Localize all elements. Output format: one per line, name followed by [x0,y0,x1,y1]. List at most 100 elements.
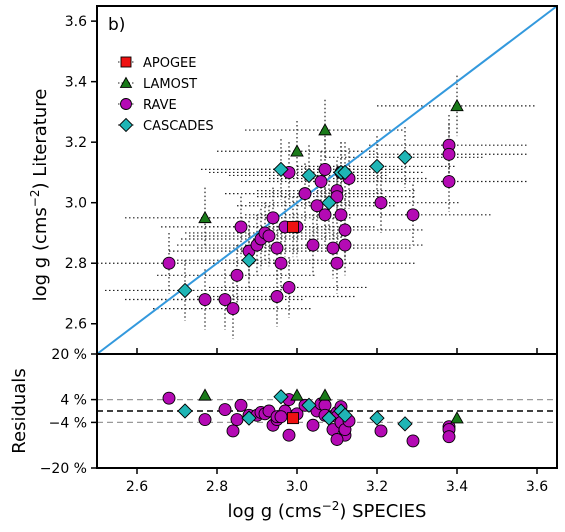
cascades-point [397,149,413,165]
rave-point [310,199,324,213]
lamost-point [198,210,212,224]
rave-point [270,290,284,303]
rave-residual-point [282,428,296,442]
lamost-residual-point [318,388,332,401]
lamost-point [318,123,332,136]
legend-label-cascades: CASCADES [143,119,214,134]
cascades-residual-point [337,407,353,423]
axis-ticks: 2.6 2.8 3.0 3.2 3.4 3.6 2.6 2.8 3.0 3.2 3.4 3.6 20 %… [40,14,549,495]
y-axis-title-bottom: Residuals [9,368,30,453]
y-tick-label-top: 3.0 [65,196,87,212]
lamost-point [450,98,464,112]
x-axis-title-main: log g (cms [228,501,322,522]
cascades-point [321,195,337,211]
x-tick-label: 3.0 [286,479,308,495]
x-axis-title-tail: ) SPECIES [339,501,426,522]
lamost-residual-point [198,388,212,401]
legend-label-lamost: LAMOST [143,77,197,92]
bottom-panel-frame [96,353,558,469]
legend-marker-lamost [119,76,133,88]
rave-point [306,238,320,252]
cascades-point [369,158,385,175]
y-tick-label-bottom: 4 % [60,393,87,409]
rave-residual-point [218,403,232,417]
cascades-residual-point [273,389,289,405]
rave-point [266,211,280,225]
x-axis-title-exp: −2 [322,499,340,513]
y-tick-label-bottom: 20 % [51,347,87,363]
rave-point [318,162,332,176]
rave-point [230,268,244,282]
x-axis-title: log g (cms−2) SPECIES [228,499,427,522]
cascades-point [301,167,317,184]
apogee-point [287,220,299,233]
rave-residual-point [234,398,248,412]
y-tick-label-bottom: −20 % [40,461,87,477]
bottom-markers [162,388,464,448]
lamost-residual-point [450,411,464,424]
rave-point [234,220,248,234]
rave-point [338,238,352,252]
rave-point [270,241,284,255]
y-axis-title-top: log g (cms−2) Literature [28,89,51,302]
rave-point [318,208,332,222]
y-tick-label-top: 3.6 [65,14,87,30]
y-axis-title-exp: −2 [28,190,42,208]
cascades-residual-point [369,410,385,426]
y-axis-title-main: log g (cms [30,207,51,301]
rave-residual-point [226,424,240,438]
rave-point [330,256,344,270]
top-markers [162,98,464,316]
rave-point [374,196,388,210]
rave-point [406,208,420,222]
y-tick-label-top: 3.2 [65,135,87,151]
lamost-point [290,144,304,157]
rave-point [338,223,352,237]
rave-point [326,241,340,255]
rave-point [218,293,232,306]
x-tick-label: 3.2 [366,479,388,495]
cascades-point [177,282,193,299]
rave-point [262,229,276,243]
rave-point [334,208,348,222]
lamost-residual-point [290,388,304,401]
rave-residual-point [198,413,212,426]
cascades-residual-point [321,410,337,426]
legend-label-apogee: APOGEE [143,56,196,71]
rave-residual-point [330,433,344,446]
rave-point [226,302,240,316]
x-tick-label: 2.6 [126,479,148,495]
rave-point [330,190,344,204]
x-tick-label: 3.4 [446,479,468,495]
legend: APOGEE LAMOST RAVE CASCADES [118,56,214,134]
rave-point [442,147,456,161]
apogee-residual-point [287,412,299,425]
cascades-residual-point [301,397,317,413]
rave-residual-point [162,391,176,405]
cascades-point [273,161,289,178]
legend-marker-cascades [118,117,134,133]
cascades-residual-point [177,403,193,419]
rave-residual-point [306,418,320,432]
rave-point [162,256,176,270]
rave-point [274,256,288,270]
cascades-point [337,164,353,181]
rave-point [298,187,312,201]
legend-marker-apogee [120,56,132,68]
rave-residual-point [374,424,388,438]
x-tick-label: 2.8 [206,479,228,495]
legend-marker-rave [120,98,132,110]
x-tick-label: 3.6 [526,479,548,495]
rave-residual-point [406,434,420,448]
rave-residual-point [274,410,288,424]
rave-residual-point [230,413,244,426]
legend-label-rave: RAVE [143,98,177,113]
panel-label: b) [108,15,125,35]
rave-point [198,293,212,306]
rave-point [442,175,456,188]
cascades-residual-point [397,416,413,432]
y-tick-label-top: 2.6 [65,317,87,333]
rave-residual-point [442,430,456,444]
y-tick-label-bottom: −4 % [49,415,87,431]
